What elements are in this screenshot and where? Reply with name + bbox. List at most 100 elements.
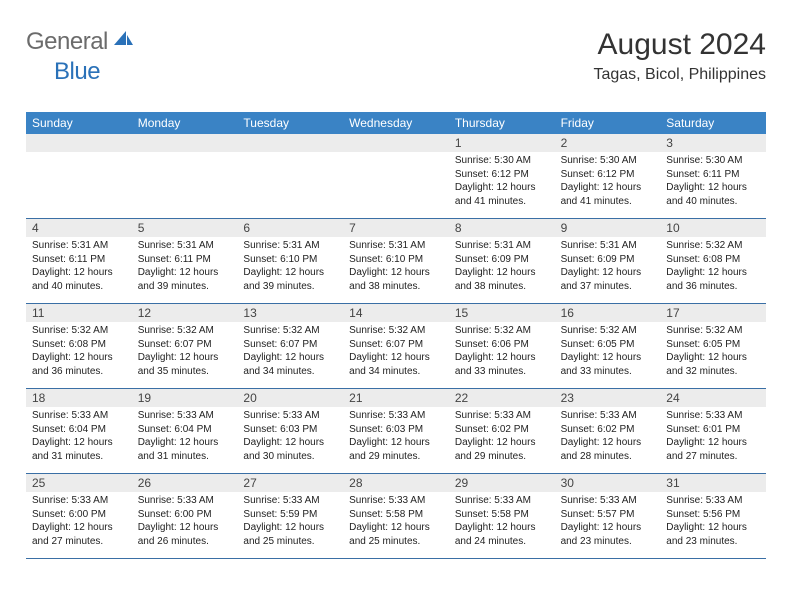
sunset: Sunset: 6:03 PM bbox=[349, 423, 443, 437]
dayname-friday: Friday bbox=[555, 112, 661, 134]
sunrise: Sunrise: 5:31 AM bbox=[32, 239, 126, 253]
day-info: Sunrise: 5:33 AMSunset: 6:03 PMDaylight:… bbox=[343, 407, 449, 467]
day-cell: 12Sunrise: 5:32 AMSunset: 6:07 PMDayligh… bbox=[132, 304, 238, 388]
date-number: 23 bbox=[555, 389, 661, 407]
day-cell: 24Sunrise: 5:33 AMSunset: 6:01 PMDayligh… bbox=[660, 389, 766, 473]
dayname-tuesday: Tuesday bbox=[237, 112, 343, 134]
daylight: Daylight: 12 hours and 40 minutes. bbox=[32, 266, 126, 293]
date-number: 19 bbox=[132, 389, 238, 407]
date-number: 29 bbox=[449, 474, 555, 492]
day-cell: 2Sunrise: 5:30 AMSunset: 6:12 PMDaylight… bbox=[555, 134, 661, 218]
day-cell: 8Sunrise: 5:31 AMSunset: 6:09 PMDaylight… bbox=[449, 219, 555, 303]
sunrise: Sunrise: 5:31 AM bbox=[455, 239, 549, 253]
daylight: Daylight: 12 hours and 30 minutes. bbox=[243, 436, 337, 463]
sunrise: Sunrise: 5:30 AM bbox=[561, 154, 655, 168]
daylight: Daylight: 12 hours and 39 minutes. bbox=[243, 266, 337, 293]
day-info: Sunrise: 5:32 AMSunset: 6:06 PMDaylight:… bbox=[449, 322, 555, 382]
sunset: Sunset: 6:08 PM bbox=[32, 338, 126, 352]
day-info: Sunrise: 5:31 AMSunset: 6:11 PMDaylight:… bbox=[132, 237, 238, 297]
daylight: Daylight: 12 hours and 25 minutes. bbox=[349, 521, 443, 548]
day-cell: 27Sunrise: 5:33 AMSunset: 5:59 PMDayligh… bbox=[237, 474, 343, 558]
day-cell: 22Sunrise: 5:33 AMSunset: 6:02 PMDayligh… bbox=[449, 389, 555, 473]
date-number: 11 bbox=[26, 304, 132, 322]
day-cell: 11 Sunrise: 5:32 AMSunset: 6:08 PMDayligh… bbox=[26, 304, 132, 388]
sunset: Sunset: 6:03 PM bbox=[243, 423, 337, 437]
week-row: 1Sunrise: 5:30 AMSunset: 6:12 PMDaylight… bbox=[26, 134, 766, 219]
day-info: Sunrise: 5:33 AMSunset: 6:02 PMDaylight:… bbox=[449, 407, 555, 467]
sunrise: Sunrise: 5:32 AM bbox=[243, 324, 337, 338]
date-number: 30 bbox=[555, 474, 661, 492]
sunrise: Sunrise: 5:33 AM bbox=[349, 409, 443, 423]
dayname-saturday: Saturday bbox=[660, 112, 766, 134]
date-number: 6 bbox=[237, 219, 343, 237]
logo: General bbox=[26, 28, 136, 56]
daylight: Daylight: 12 hours and 31 minutes. bbox=[32, 436, 126, 463]
daylight: Daylight: 12 hours and 38 minutes. bbox=[455, 266, 549, 293]
sunrise: Sunrise: 5:32 AM bbox=[138, 324, 232, 338]
day-cell: 21Sunrise: 5:33 AMSunset: 6:03 PMDayligh… bbox=[343, 389, 449, 473]
day-info: Sunrise: 5:30 AMSunset: 6:12 PMDaylight:… bbox=[555, 152, 661, 212]
day-cell: 7Sunrise: 5:31 AMSunset: 6:10 PMDaylight… bbox=[343, 219, 449, 303]
daylight: Daylight: 12 hours and 41 minutes. bbox=[455, 181, 549, 208]
day-cell: 15Sunrise: 5:32 AMSunset: 6:06 PMDayligh… bbox=[449, 304, 555, 388]
sunrise: Sunrise: 5:33 AM bbox=[138, 494, 232, 508]
day-info: Sunrise: 5:33 AMSunset: 5:56 PMDaylight:… bbox=[660, 492, 766, 552]
sunrise: Sunrise: 5:33 AM bbox=[455, 494, 549, 508]
sunset: Sunset: 6:11 PM bbox=[666, 168, 760, 182]
sunrise: Sunrise: 5:31 AM bbox=[561, 239, 655, 253]
sunrise: Sunrise: 5:33 AM bbox=[349, 494, 443, 508]
daylight: Daylight: 12 hours and 23 minutes. bbox=[666, 521, 760, 548]
month-title: August 2024 bbox=[593, 28, 766, 62]
sunrise: Sunrise: 5:33 AM bbox=[32, 409, 126, 423]
daylight: Daylight: 12 hours and 27 minutes. bbox=[666, 436, 760, 463]
date-number: 17 bbox=[660, 304, 766, 322]
date-number: 13 bbox=[237, 304, 343, 322]
day-info: Sunrise: 5:31 AMSunset: 6:09 PMDaylight:… bbox=[555, 237, 661, 297]
day-cell bbox=[237, 134, 343, 218]
daylight: Daylight: 12 hours and 35 minutes. bbox=[138, 351, 232, 378]
sunrise: Sunrise: 5:32 AM bbox=[455, 324, 549, 338]
day-cell: 23Sunrise: 5:33 AMSunset: 6:02 PMDayligh… bbox=[555, 389, 661, 473]
day-cell: 13Sunrise: 5:32 AMSunset: 6:07 PMDayligh… bbox=[237, 304, 343, 388]
day-info: Sunrise: 5:33 AMSunset: 6:02 PMDaylight:… bbox=[555, 407, 661, 467]
sunrise: Sunrise: 5:33 AM bbox=[243, 409, 337, 423]
sunset: Sunset: 6:10 PM bbox=[243, 253, 337, 267]
day-cell: 31Sunrise: 5:33 AMSunset: 5:56 PMDayligh… bbox=[660, 474, 766, 558]
daylight: Daylight: 12 hours and 36 minutes. bbox=[32, 351, 126, 378]
date-number: 12 bbox=[132, 304, 238, 322]
sunset: Sunset: 6:05 PM bbox=[561, 338, 655, 352]
date-number: 2 bbox=[555, 134, 661, 152]
daylight: Daylight: 12 hours and 25 minutes. bbox=[243, 521, 337, 548]
sunrise: Sunrise: 5:30 AM bbox=[455, 154, 549, 168]
day-info: Sunrise: 5:33 AMSunset: 5:58 PMDaylight:… bbox=[343, 492, 449, 552]
daylight: Daylight: 12 hours and 40 minutes. bbox=[666, 181, 760, 208]
sunset: Sunset: 6:01 PM bbox=[666, 423, 760, 437]
day-info: Sunrise: 5:32 AMSunset: 6:07 PMDaylight:… bbox=[343, 322, 449, 382]
sunrise: Sunrise: 5:33 AM bbox=[561, 494, 655, 508]
sunrise: Sunrise: 5:33 AM bbox=[666, 409, 760, 423]
logo-sail-icon bbox=[112, 29, 134, 56]
sunrise: Sunrise: 5:31 AM bbox=[243, 239, 337, 253]
day-cell bbox=[132, 134, 238, 218]
location: Tagas, Bicol, Philippines bbox=[593, 66, 766, 84]
day-info: Sunrise: 5:32 AMSunset: 6:05 PMDaylight:… bbox=[555, 322, 661, 382]
date-number: 25 bbox=[26, 474, 132, 492]
sunrise: Sunrise: 5:33 AM bbox=[243, 494, 337, 508]
sunrise: Sunrise: 5:32 AM bbox=[32, 324, 126, 338]
day-cell: 29Sunrise: 5:33 AMSunset: 5:58 PMDayligh… bbox=[449, 474, 555, 558]
dayname-wednesday: Wednesday bbox=[343, 112, 449, 134]
sunrise: Sunrise: 5:31 AM bbox=[349, 239, 443, 253]
day-info: Sunrise: 5:33 AMSunset: 6:00 PMDaylight:… bbox=[132, 492, 238, 552]
daylight: Daylight: 12 hours and 41 minutes. bbox=[561, 181, 655, 208]
dayname-row: Sunday Monday Tuesday Wednesday Thursday… bbox=[26, 112, 766, 134]
sunset: Sunset: 6:10 PM bbox=[349, 253, 443, 267]
day-info: Sunrise: 5:32 AMSunset: 6:07 PMDaylight:… bbox=[132, 322, 238, 382]
sunset: Sunset: 6:07 PM bbox=[243, 338, 337, 352]
date-number: 18 bbox=[26, 389, 132, 407]
day-info: Sunrise: 5:33 AMSunset: 6:03 PMDaylight:… bbox=[237, 407, 343, 467]
sunset: Sunset: 6:09 PM bbox=[561, 253, 655, 267]
day-cell bbox=[343, 134, 449, 218]
sunrise: Sunrise: 5:32 AM bbox=[666, 239, 760, 253]
date-number: 20 bbox=[237, 389, 343, 407]
day-cell: 30Sunrise: 5:33 AMSunset: 5:57 PMDayligh… bbox=[555, 474, 661, 558]
